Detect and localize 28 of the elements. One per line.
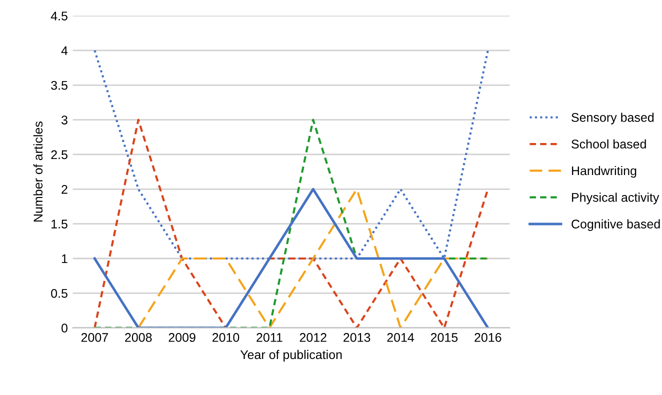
y-tick-label: 0.5 — [51, 288, 68, 298]
x-tick-label: 2010 — [212, 333, 240, 342]
legend-label: Physical activity — [572, 192, 660, 204]
x-axis-title: Year of publication — [240, 350, 342, 362]
legend-label: Sensory based — [572, 112, 654, 124]
y-tick-label: 0 — [61, 324, 68, 332]
y-tick-label: 1 — [62, 254, 68, 264]
y-tick-label: 4.5 — [50, 12, 68, 20]
x-tick-label: 2013 — [344, 333, 370, 342]
x-tick-label: 2008 — [125, 333, 152, 342]
line-series — [94, 118, 489, 328]
y-tick-label: 3 — [61, 116, 68, 124]
x-tick-label: 2011 — [256, 333, 282, 342]
x-tick-label: 2016 — [474, 333, 502, 342]
x-tick-label: 2012 — [300, 333, 326, 342]
legend-label: Handwriting — [572, 166, 636, 178]
legend-label: School based — [572, 139, 646, 149]
x-tick-label: 2014 — [387, 333, 414, 342]
y-axis-title: Number of articles — [33, 122, 43, 222]
x-tick-label: 2009 — [168, 333, 196, 342]
y-tick-label: 4 — [61, 46, 68, 55]
legend-label: Cognitive based — [572, 219, 660, 231]
x-tick-label: 2015 — [430, 333, 458, 342]
x-tick-label: 2007 — [81, 333, 108, 342]
y-tick-label: 3.5 — [51, 80, 68, 90]
y-tick-label: 2.5 — [51, 150, 68, 160]
y-tick-label: 2 — [62, 184, 68, 194]
y-tick-label: 1.5 — [52, 220, 68, 228]
